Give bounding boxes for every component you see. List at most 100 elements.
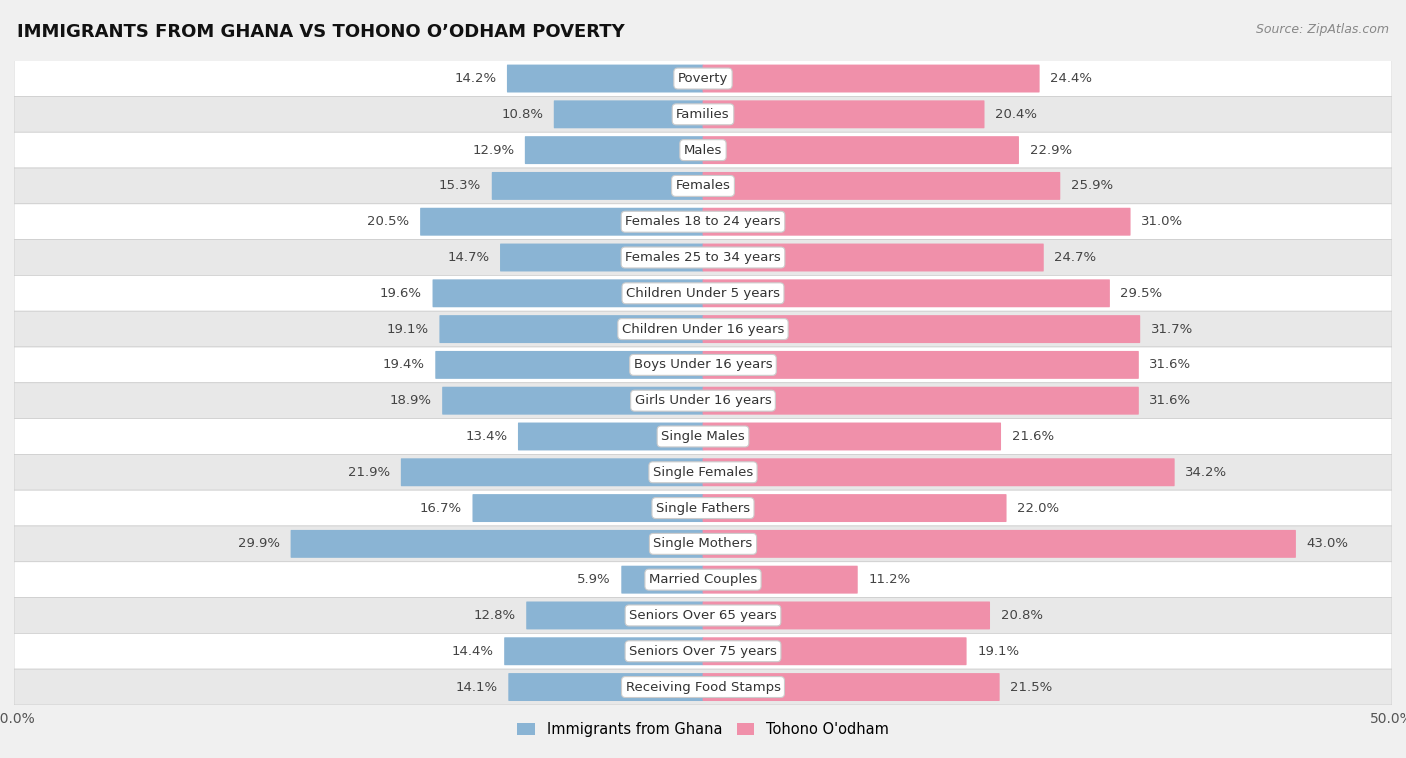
FancyBboxPatch shape <box>14 454 1392 490</box>
FancyBboxPatch shape <box>703 673 1000 701</box>
Text: 12.9%: 12.9% <box>472 143 515 157</box>
Text: Families: Families <box>676 108 730 121</box>
FancyBboxPatch shape <box>14 132 1392 168</box>
Text: Girls Under 16 years: Girls Under 16 years <box>634 394 772 407</box>
FancyBboxPatch shape <box>291 530 703 558</box>
Text: 14.4%: 14.4% <box>451 645 494 658</box>
FancyBboxPatch shape <box>703 315 1140 343</box>
FancyBboxPatch shape <box>703 422 1001 450</box>
FancyBboxPatch shape <box>505 637 703 666</box>
Text: 29.9%: 29.9% <box>238 537 280 550</box>
FancyBboxPatch shape <box>433 280 703 307</box>
Text: 13.4%: 13.4% <box>465 430 508 443</box>
FancyBboxPatch shape <box>517 422 703 450</box>
FancyBboxPatch shape <box>14 669 1392 705</box>
Text: 24.7%: 24.7% <box>1054 251 1097 264</box>
Text: 21.9%: 21.9% <box>349 465 391 479</box>
Text: 22.0%: 22.0% <box>1017 502 1059 515</box>
Text: 21.6%: 21.6% <box>1012 430 1053 443</box>
Text: 20.4%: 20.4% <box>995 108 1038 121</box>
FancyBboxPatch shape <box>14 634 1392 669</box>
Text: 29.5%: 29.5% <box>1121 287 1163 300</box>
FancyBboxPatch shape <box>440 315 703 343</box>
Text: Married Couples: Married Couples <box>650 573 756 586</box>
Text: Poverty: Poverty <box>678 72 728 85</box>
FancyBboxPatch shape <box>703 280 1109 307</box>
Text: 18.9%: 18.9% <box>389 394 432 407</box>
FancyBboxPatch shape <box>509 673 703 701</box>
Text: 5.9%: 5.9% <box>576 573 610 586</box>
Text: 31.7%: 31.7% <box>1152 323 1194 336</box>
Text: Children Under 5 years: Children Under 5 years <box>626 287 780 300</box>
Text: Seniors Over 65 years: Seniors Over 65 years <box>628 609 778 622</box>
FancyBboxPatch shape <box>492 172 703 200</box>
Text: Receiving Food Stamps: Receiving Food Stamps <box>626 681 780 694</box>
Text: Source: ZipAtlas.com: Source: ZipAtlas.com <box>1256 23 1389 36</box>
Text: Females 18 to 24 years: Females 18 to 24 years <box>626 215 780 228</box>
FancyBboxPatch shape <box>703 387 1139 415</box>
FancyBboxPatch shape <box>14 168 1392 204</box>
FancyBboxPatch shape <box>703 530 1296 558</box>
FancyBboxPatch shape <box>703 637 966 666</box>
Text: Children Under 16 years: Children Under 16 years <box>621 323 785 336</box>
FancyBboxPatch shape <box>401 459 703 486</box>
FancyBboxPatch shape <box>703 208 1130 236</box>
Text: Females 25 to 34 years: Females 25 to 34 years <box>626 251 780 264</box>
FancyBboxPatch shape <box>703 494 1007 522</box>
Text: Seniors Over 75 years: Seniors Over 75 years <box>628 645 778 658</box>
Text: 20.8%: 20.8% <box>1001 609 1043 622</box>
FancyBboxPatch shape <box>14 347 1392 383</box>
Text: 43.0%: 43.0% <box>1306 537 1348 550</box>
Text: IMMIGRANTS FROM GHANA VS TOHONO O’ODHAM POVERTY: IMMIGRANTS FROM GHANA VS TOHONO O’ODHAM … <box>17 23 624 41</box>
FancyBboxPatch shape <box>703 459 1174 486</box>
FancyBboxPatch shape <box>436 351 703 379</box>
FancyBboxPatch shape <box>554 100 703 128</box>
Text: 10.8%: 10.8% <box>501 108 543 121</box>
Text: 22.9%: 22.9% <box>1029 143 1071 157</box>
FancyBboxPatch shape <box>14 240 1392 275</box>
FancyBboxPatch shape <box>703 602 990 629</box>
Text: 31.6%: 31.6% <box>1150 359 1191 371</box>
Text: Females: Females <box>675 180 731 193</box>
FancyBboxPatch shape <box>14 312 1392 347</box>
Text: Single Females: Single Females <box>652 465 754 479</box>
FancyBboxPatch shape <box>14 562 1392 597</box>
Text: 20.5%: 20.5% <box>367 215 409 228</box>
FancyBboxPatch shape <box>621 565 703 594</box>
FancyBboxPatch shape <box>441 387 703 415</box>
Text: 12.8%: 12.8% <box>474 609 516 622</box>
Text: 31.0%: 31.0% <box>1142 215 1184 228</box>
Text: 11.2%: 11.2% <box>869 573 911 586</box>
FancyBboxPatch shape <box>703 136 1019 164</box>
FancyBboxPatch shape <box>703 64 1039 92</box>
Text: 25.9%: 25.9% <box>1071 180 1114 193</box>
FancyBboxPatch shape <box>508 64 703 92</box>
Text: 24.4%: 24.4% <box>1050 72 1092 85</box>
Text: 14.1%: 14.1% <box>456 681 498 694</box>
FancyBboxPatch shape <box>472 494 703 522</box>
FancyBboxPatch shape <box>14 526 1392 562</box>
Text: 14.7%: 14.7% <box>447 251 489 264</box>
FancyBboxPatch shape <box>14 383 1392 418</box>
Text: 19.4%: 19.4% <box>382 359 425 371</box>
Text: 16.7%: 16.7% <box>420 502 461 515</box>
Text: 15.3%: 15.3% <box>439 180 481 193</box>
FancyBboxPatch shape <box>703 351 1139 379</box>
FancyBboxPatch shape <box>14 96 1392 132</box>
FancyBboxPatch shape <box>14 204 1392 240</box>
Text: Single Males: Single Males <box>661 430 745 443</box>
FancyBboxPatch shape <box>703 565 858 594</box>
Text: Single Fathers: Single Fathers <box>657 502 749 515</box>
FancyBboxPatch shape <box>703 243 1043 271</box>
Text: 34.2%: 34.2% <box>1185 465 1227 479</box>
Text: 31.6%: 31.6% <box>1150 394 1191 407</box>
Text: Boys Under 16 years: Boys Under 16 years <box>634 359 772 371</box>
Text: 21.5%: 21.5% <box>1011 681 1053 694</box>
Text: 19.6%: 19.6% <box>380 287 422 300</box>
Text: 19.1%: 19.1% <box>977 645 1019 658</box>
FancyBboxPatch shape <box>526 602 703 629</box>
FancyBboxPatch shape <box>501 243 703 271</box>
FancyBboxPatch shape <box>703 172 1060 200</box>
Text: 14.2%: 14.2% <box>454 72 496 85</box>
Text: Single Mothers: Single Mothers <box>654 537 752 550</box>
